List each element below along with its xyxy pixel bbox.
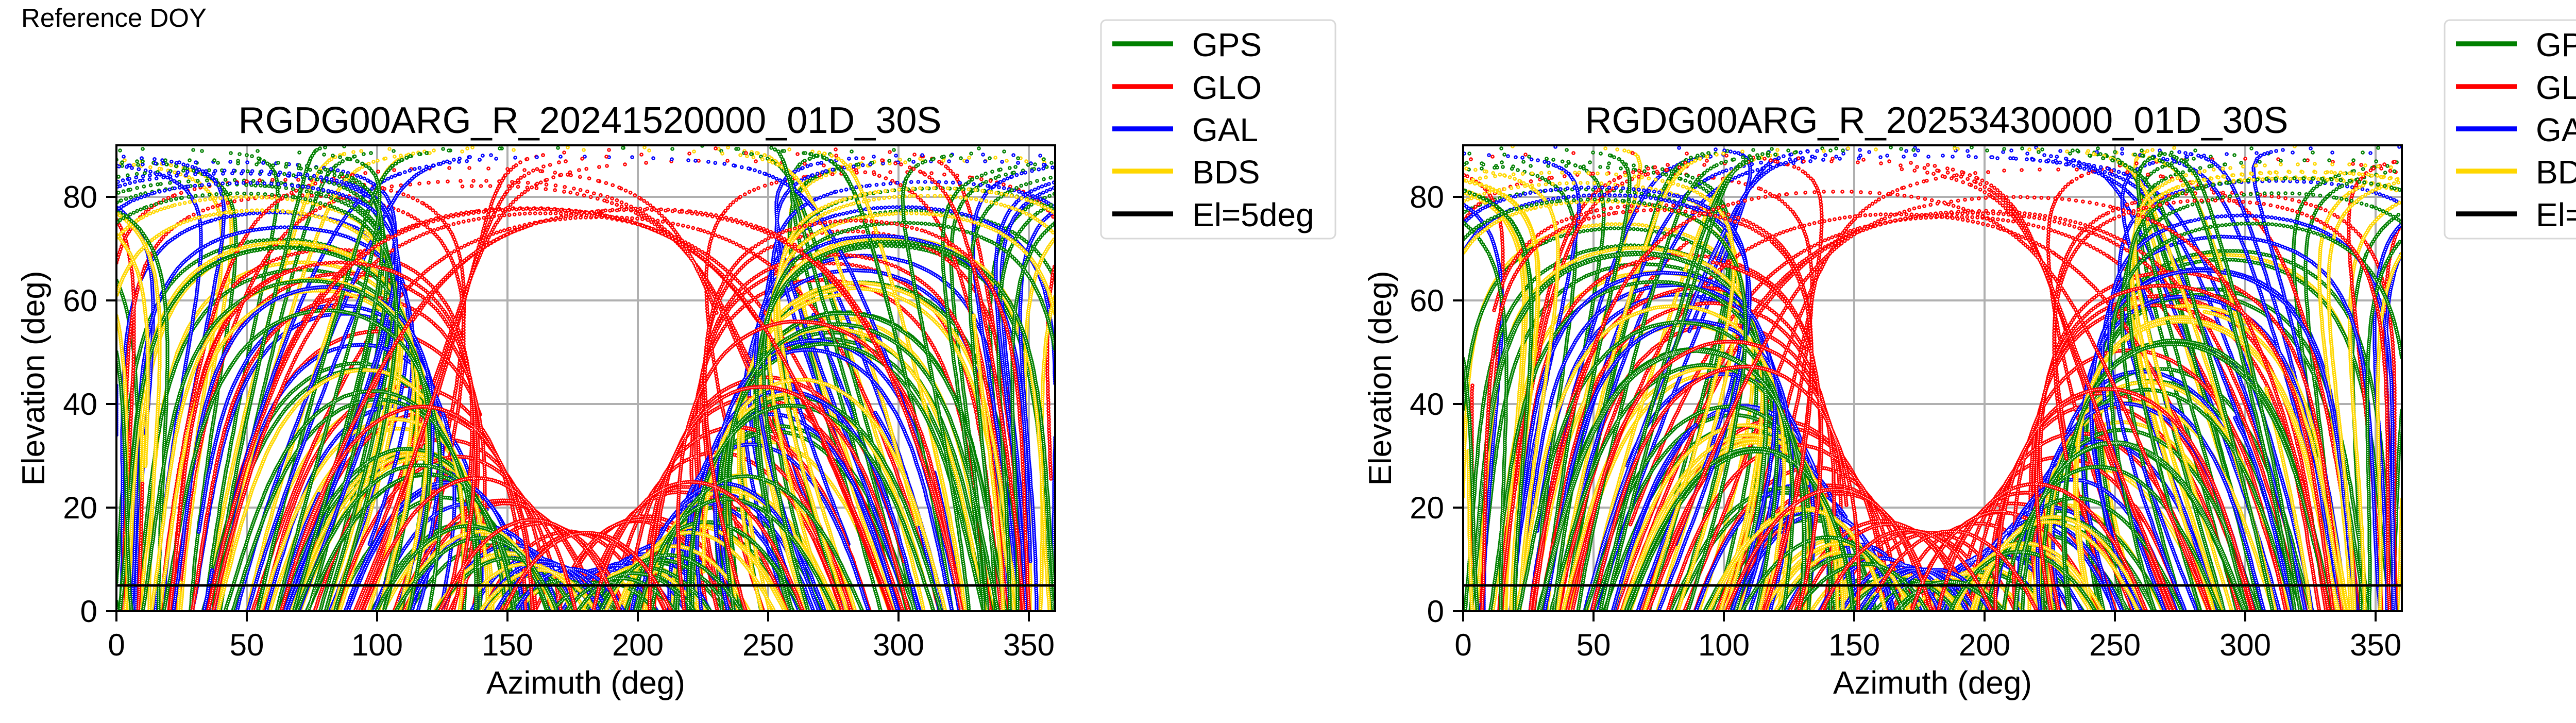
svg-text:100: 100: [351, 628, 403, 662]
svg-text:Azimuth (deg): Azimuth (deg): [486, 665, 685, 701]
svg-text:80: 80: [1410, 180, 1444, 214]
svg-text:50: 50: [1577, 628, 1611, 662]
svg-text:20: 20: [1410, 491, 1444, 525]
svg-text:0: 0: [108, 628, 125, 662]
svg-text:200: 200: [1959, 628, 2010, 662]
svg-text:300: 300: [2219, 628, 2271, 662]
svg-text:250: 250: [2089, 628, 2141, 662]
svg-text:40: 40: [63, 387, 97, 422]
svg-text:GPS: GPS: [1192, 26, 1262, 63]
svg-text:0: 0: [1427, 594, 1444, 629]
svg-text:BDS: BDS: [1192, 154, 1260, 191]
svg-text:0: 0: [80, 594, 97, 629]
svg-text:Elevation (deg): Elevation (deg): [16, 271, 52, 485]
svg-text:350: 350: [2350, 628, 2401, 662]
svg-text:50: 50: [230, 628, 264, 662]
svg-text:RGDG00ARG_R_20253430000_01D_30: RGDG00ARG_R_20253430000_01D_30S: [1585, 100, 2289, 141]
svg-text:40: 40: [1410, 387, 1444, 422]
svg-text:El=5deg: El=5deg: [2536, 196, 2576, 233]
svg-text:200: 200: [612, 628, 664, 662]
svg-text:RGDG00ARG_R_20241520000_01D_30: RGDG00ARG_R_20241520000_01D_30S: [239, 100, 942, 141]
svg-text:300: 300: [873, 628, 924, 662]
svg-text:0: 0: [1454, 628, 1471, 662]
svg-text:350: 350: [1003, 628, 1055, 662]
svg-text:GAL: GAL: [2536, 111, 2576, 148]
svg-text:20: 20: [63, 491, 97, 525]
svg-text:GLO: GLO: [2536, 69, 2576, 106]
svg-text:GLO: GLO: [1192, 69, 1262, 106]
svg-text:GPS: GPS: [2536, 26, 2576, 63]
svg-text:El=5deg: El=5deg: [1192, 196, 1314, 233]
svg-text:Azimuth (deg): Azimuth (deg): [1833, 665, 2032, 701]
svg-text:60: 60: [1410, 283, 1444, 318]
svg-text:GAL: GAL: [1192, 111, 1258, 148]
svg-text:150: 150: [482, 628, 533, 662]
svg-text:80: 80: [63, 180, 97, 214]
svg-text:Elevation (deg): Elevation (deg): [1363, 271, 1398, 485]
svg-text:Reference DOY: Reference DOY: [21, 3, 207, 32]
svg-text:250: 250: [742, 628, 794, 662]
svg-text:150: 150: [1828, 628, 1880, 662]
svg-text:BDS: BDS: [2536, 154, 2576, 191]
svg-text:100: 100: [1698, 628, 1750, 662]
svg-text:60: 60: [63, 283, 97, 318]
